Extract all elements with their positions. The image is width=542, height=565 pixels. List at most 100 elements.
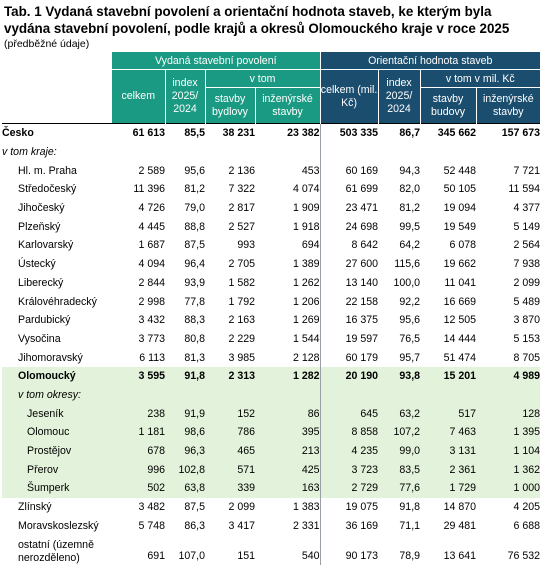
- row-value: 23 471: [320, 199, 378, 218]
- row-value: 95,6: [165, 161, 205, 180]
- row-value: 87,5: [165, 498, 205, 517]
- row-value: 2 998: [112, 292, 165, 311]
- row-value: 6 688: [476, 516, 540, 535]
- header-inz-stavby: inženýrské stavby: [255, 88, 320, 124]
- row-label: Jihočeský: [2, 199, 112, 218]
- row-value: 453: [255, 161, 320, 180]
- row-value: 5 748: [112, 516, 165, 535]
- row-value: 2 229: [205, 330, 255, 349]
- row-value: 107,2: [378, 423, 420, 442]
- row-value: 102,8: [165, 460, 205, 479]
- page: Tab. 1 Vydaná stavební povolení a orient…: [0, 0, 542, 524]
- row-value: [420, 386, 476, 405]
- row-value: 80,8: [165, 330, 205, 349]
- row-value: 60 169: [320, 161, 378, 180]
- table-header: Vydaná stavební povolení Orientační hodn…: [2, 52, 540, 124]
- row-value: [255, 386, 320, 405]
- row-value: 90 173: [320, 535, 378, 565]
- row-value: 2 705: [205, 255, 255, 274]
- row-value: [205, 386, 255, 405]
- row-value: 151: [205, 535, 255, 565]
- row-value: 11 041: [420, 274, 476, 293]
- row-value: 12 505: [420, 311, 476, 330]
- header-index: index 2025/ 2024: [165, 70, 205, 124]
- row-value: 645: [320, 404, 378, 423]
- row-value: 3 870: [476, 311, 540, 330]
- row-value: [378, 143, 420, 162]
- row-value: 7 938: [476, 255, 540, 274]
- row-value: [476, 143, 540, 162]
- row-value: 85,5: [165, 124, 205, 143]
- preliminary-note: (předběžné údaje): [4, 38, 89, 51]
- row-value: 5 489: [476, 292, 540, 311]
- row-value: 115,6: [378, 255, 420, 274]
- row-label: Jihomoravský: [2, 348, 112, 367]
- row-value: 7 322: [205, 180, 255, 199]
- row-value: 3 985: [205, 348, 255, 367]
- row-value: 11 396: [112, 180, 165, 199]
- row-value: 93,8: [378, 367, 420, 386]
- row-value: 993: [205, 236, 255, 255]
- table-row: v tom okresy:: [2, 386, 540, 405]
- row-value: 1 918: [255, 217, 320, 236]
- row-value: 1 181: [112, 423, 165, 442]
- row-value: 996: [112, 460, 165, 479]
- row-value: 95,6: [378, 311, 420, 330]
- header-corner: [2, 52, 112, 124]
- row-value: [378, 386, 420, 405]
- row-value: 3 432: [112, 311, 165, 330]
- row-value: 2 099: [476, 274, 540, 293]
- row-value: 24 698: [320, 217, 378, 236]
- row-value: 19 094: [420, 199, 476, 218]
- row-value: 5 153: [476, 330, 540, 349]
- row-value: 157 673: [476, 124, 540, 143]
- row-label: Plzeňský: [2, 217, 112, 236]
- row-value: 76 532: [476, 535, 540, 565]
- row-label: Královéhradecký: [2, 292, 112, 311]
- row-value: 78,9: [378, 535, 420, 565]
- row-value: 4 235: [320, 442, 378, 461]
- row-value: 77,8: [165, 292, 205, 311]
- row-value: 63,8: [165, 479, 205, 498]
- row-value: 82,0: [378, 180, 420, 199]
- row-value: 4 094: [112, 255, 165, 274]
- row-value: 94,3: [378, 161, 420, 180]
- row-value: 238: [112, 404, 165, 423]
- row-label: Moravskoslezský: [2, 516, 112, 535]
- row-value: 2 844: [112, 274, 165, 293]
- row-label: Jeseník: [2, 404, 112, 423]
- header-index-2: index 2025/ 2024: [378, 70, 420, 124]
- row-value: 13 641: [420, 535, 476, 565]
- row-value: 19 075: [320, 498, 378, 517]
- row-value: 1 269: [255, 311, 320, 330]
- row-label: Středočeský: [2, 180, 112, 199]
- row-value: 14 870: [420, 498, 476, 517]
- row-value: [205, 143, 255, 162]
- row-value: 11 594: [476, 180, 540, 199]
- row-value: 8 642: [320, 236, 378, 255]
- row-value: 1 104: [476, 442, 540, 461]
- row-value: 3 723: [320, 460, 378, 479]
- row-value: 1 729: [420, 479, 476, 498]
- row-value: 81,2: [165, 180, 205, 199]
- row-value: 95,7: [378, 348, 420, 367]
- row-value: 71,1: [378, 516, 420, 535]
- table-title: Tab. 1 Vydaná stavební povolení a orient…: [4, 3, 540, 37]
- row-value: 19 549: [420, 217, 476, 236]
- row-value: 3 131: [420, 442, 476, 461]
- row-value: 4 989: [476, 367, 540, 386]
- row-value: 92,2: [378, 292, 420, 311]
- row-label: Vysočina: [2, 330, 112, 349]
- row-value: 87,5: [165, 236, 205, 255]
- row-label: Olomoucký: [2, 367, 112, 386]
- row-value: 50 105: [420, 180, 476, 199]
- row-value: 1 792: [205, 292, 255, 311]
